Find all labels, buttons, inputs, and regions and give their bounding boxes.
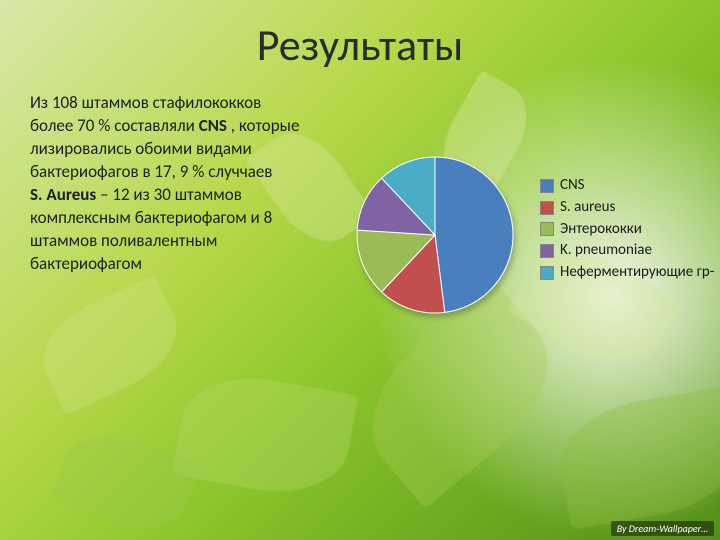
legend-label: Энтерококки — [560, 219, 642, 241]
legend-item: CNS — [540, 175, 714, 197]
page-title: Результаты — [0, 18, 720, 72]
legend-label: S. aureus — [560, 197, 615, 219]
legend-label: K. pneumoniae — [560, 240, 652, 262]
legend-swatch — [540, 222, 554, 236]
legend-item: K. pneumoniae — [540, 240, 714, 262]
legend-swatch — [540, 244, 554, 258]
legend-item: Неферментирующие гр- — [540, 262, 714, 284]
legend-swatch — [540, 179, 554, 193]
watermark: By Dream-Wallpaper… — [611, 521, 714, 536]
body-text: Из 108 штаммов стафилококков более 70 % … — [30, 92, 300, 276]
legend-item: Энтерококки — [540, 219, 714, 241]
legend-label: CNS — [560, 175, 585, 197]
legend-label: Неферментирующие гр- — [560, 262, 714, 284]
legend-item: S. aureus — [540, 197, 714, 219]
pie-slice — [435, 157, 513, 312]
legend-swatch — [540, 266, 554, 280]
pie-chart — [355, 155, 525, 325]
legend-swatch — [540, 201, 554, 215]
chart-legend: CNSS. aureusЭнтерококкиK. pneumoniaeНефе… — [540, 175, 714, 284]
